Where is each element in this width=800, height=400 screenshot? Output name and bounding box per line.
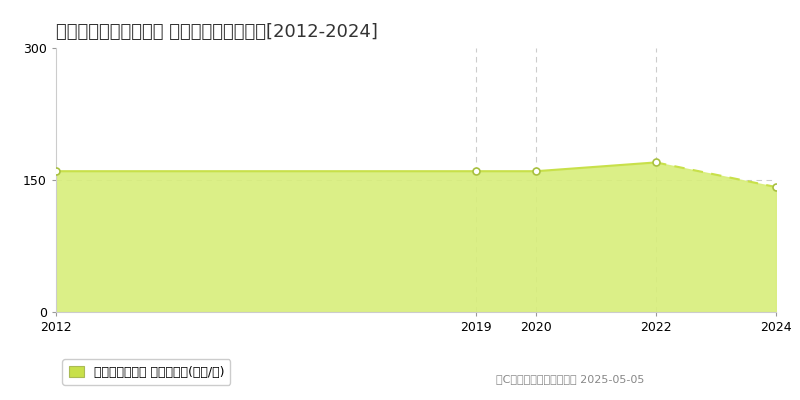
Text: 名古屋市昭和区車田町 マンション価格推移[2012-2024]: 名古屋市昭和区車田町 マンション価格推移[2012-2024] (56, 23, 378, 41)
Text: （C）土地価格ドットコム 2025-05-05: （C）土地価格ドットコム 2025-05-05 (496, 374, 644, 384)
Legend: マンション価格 平均坪単価(万円/坪): マンション価格 平均坪単価(万円/坪) (62, 360, 230, 385)
